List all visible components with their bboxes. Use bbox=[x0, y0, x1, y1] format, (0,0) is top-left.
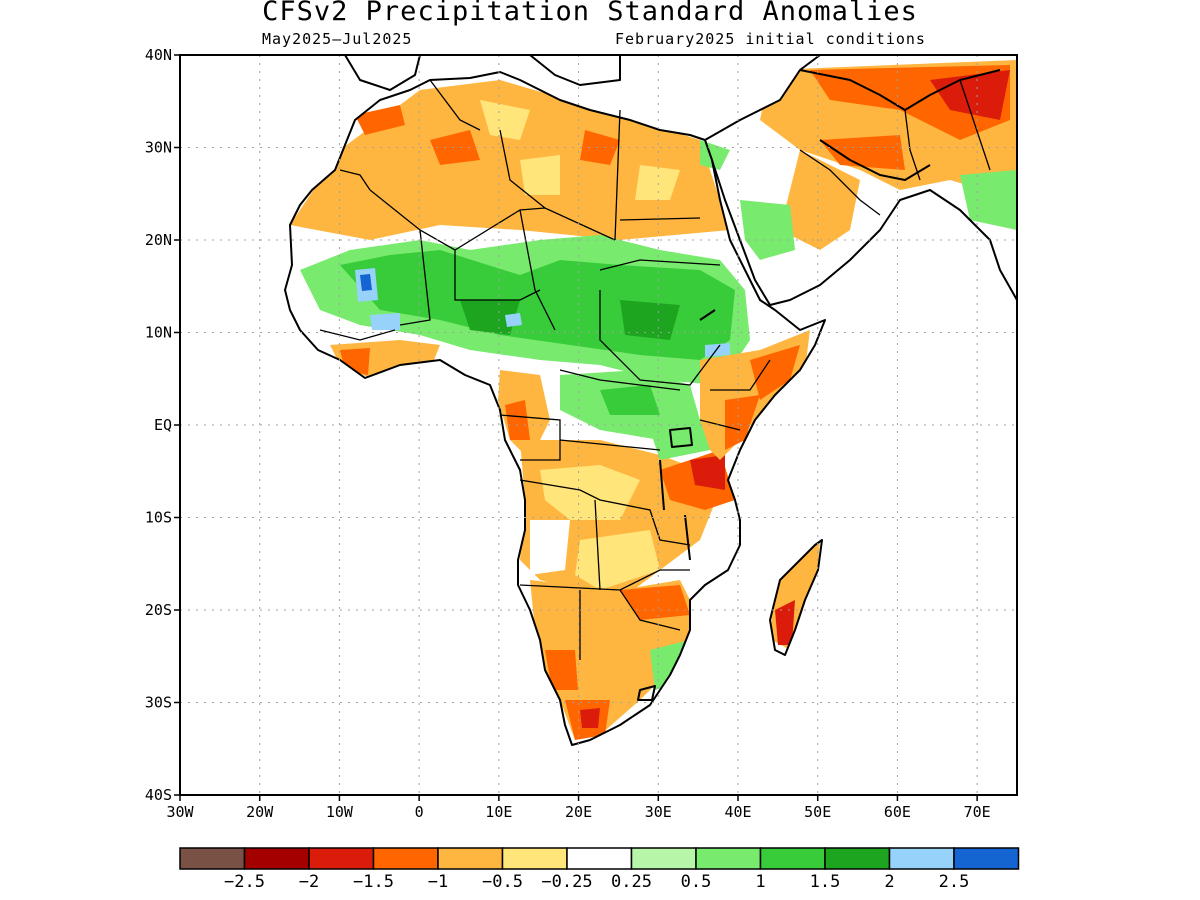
colorbar-label: 0.25 bbox=[611, 872, 652, 892]
lat-label: 20N bbox=[145, 231, 172, 249]
colorbar-swatch bbox=[501, 847, 568, 870]
lon-label: 70E bbox=[964, 803, 991, 821]
colorbar-swatch bbox=[179, 847, 246, 870]
colorbar-swatch bbox=[372, 847, 439, 870]
lon-label: 40E bbox=[724, 803, 751, 821]
colorbar-swatch bbox=[888, 847, 955, 870]
coastlines bbox=[284, 54, 1018, 746]
anomaly-field bbox=[285, 55, 1017, 745]
lon-label: 10E bbox=[485, 803, 512, 821]
colorbar-labels: −2.5 −2 −1.5 −1 −0.5 −0.25 0.25 0.5 1 1.5 2 2.5 bbox=[224, 872, 969, 892]
colorbar-label: −1.5 bbox=[353, 872, 394, 892]
colorbar-swatch bbox=[824, 847, 891, 870]
colorbar-swatch bbox=[759, 847, 826, 870]
colorbar-label: 2 bbox=[884, 872, 894, 892]
colorbar-label: 1.5 bbox=[810, 872, 841, 892]
lat-label: 10N bbox=[145, 324, 172, 342]
colorbar-label: −0.5 bbox=[482, 872, 523, 892]
lat-label: 10S bbox=[145, 509, 172, 527]
longitude-labels: 30W 20W 10W 0 10E 20E 30E 40E 50E 60E 70E bbox=[166, 803, 990, 821]
latitude-labels: 40N 30N 20N 10N EQ 10S 20S 30S 40S bbox=[145, 46, 172, 804]
lon-label: 30W bbox=[166, 803, 194, 821]
lat-label: 30N bbox=[145, 139, 172, 157]
lat-label: 40S bbox=[145, 786, 172, 804]
lon-label: 20W bbox=[246, 803, 274, 821]
axis-ticks bbox=[174, 54, 978, 801]
lon-label: 20E bbox=[565, 803, 592, 821]
lon-label: 30E bbox=[645, 803, 672, 821]
lon-label: 10W bbox=[326, 803, 354, 821]
gridlines bbox=[180, 55, 1017, 795]
colorbar-label: −2 bbox=[299, 872, 319, 892]
lon-label: 60E bbox=[884, 803, 911, 821]
colorbar-swatch bbox=[566, 847, 633, 870]
lon-label: 0 bbox=[415, 803, 424, 821]
colorbar-swatch bbox=[308, 847, 375, 870]
chart-title: CFSv2 Precipitation Standard Anomalies bbox=[262, 0, 918, 27]
colorbar-swatch bbox=[953, 847, 1020, 870]
colorbar-label: 1 bbox=[755, 872, 765, 892]
colorbar-swatch bbox=[630, 847, 697, 870]
lat-label: 40N bbox=[145, 46, 172, 64]
lat-label: 30S bbox=[145, 694, 172, 712]
lat-label: EQ bbox=[154, 416, 172, 434]
colorbar-label: −1 bbox=[428, 872, 448, 892]
colorbar-label: 2.5 bbox=[939, 872, 970, 892]
colorbar-swatch bbox=[243, 847, 310, 870]
colorbar-label: −2.5 bbox=[224, 872, 265, 892]
forecast-period: May2025–Jul2025 bbox=[262, 30, 413, 48]
colorbar-swatch bbox=[695, 847, 762, 870]
colorbar-label: 0.5 bbox=[681, 872, 712, 892]
colorbar-swatch bbox=[437, 847, 504, 870]
colorbar bbox=[179, 847, 1020, 870]
lon-label: 50E bbox=[804, 803, 831, 821]
initial-conditions: February2025 initial conditions bbox=[615, 30, 926, 48]
lat-label: 20S bbox=[145, 601, 172, 619]
colorbar-label: −0.25 bbox=[541, 872, 592, 892]
country-borders bbox=[319, 79, 991, 660]
